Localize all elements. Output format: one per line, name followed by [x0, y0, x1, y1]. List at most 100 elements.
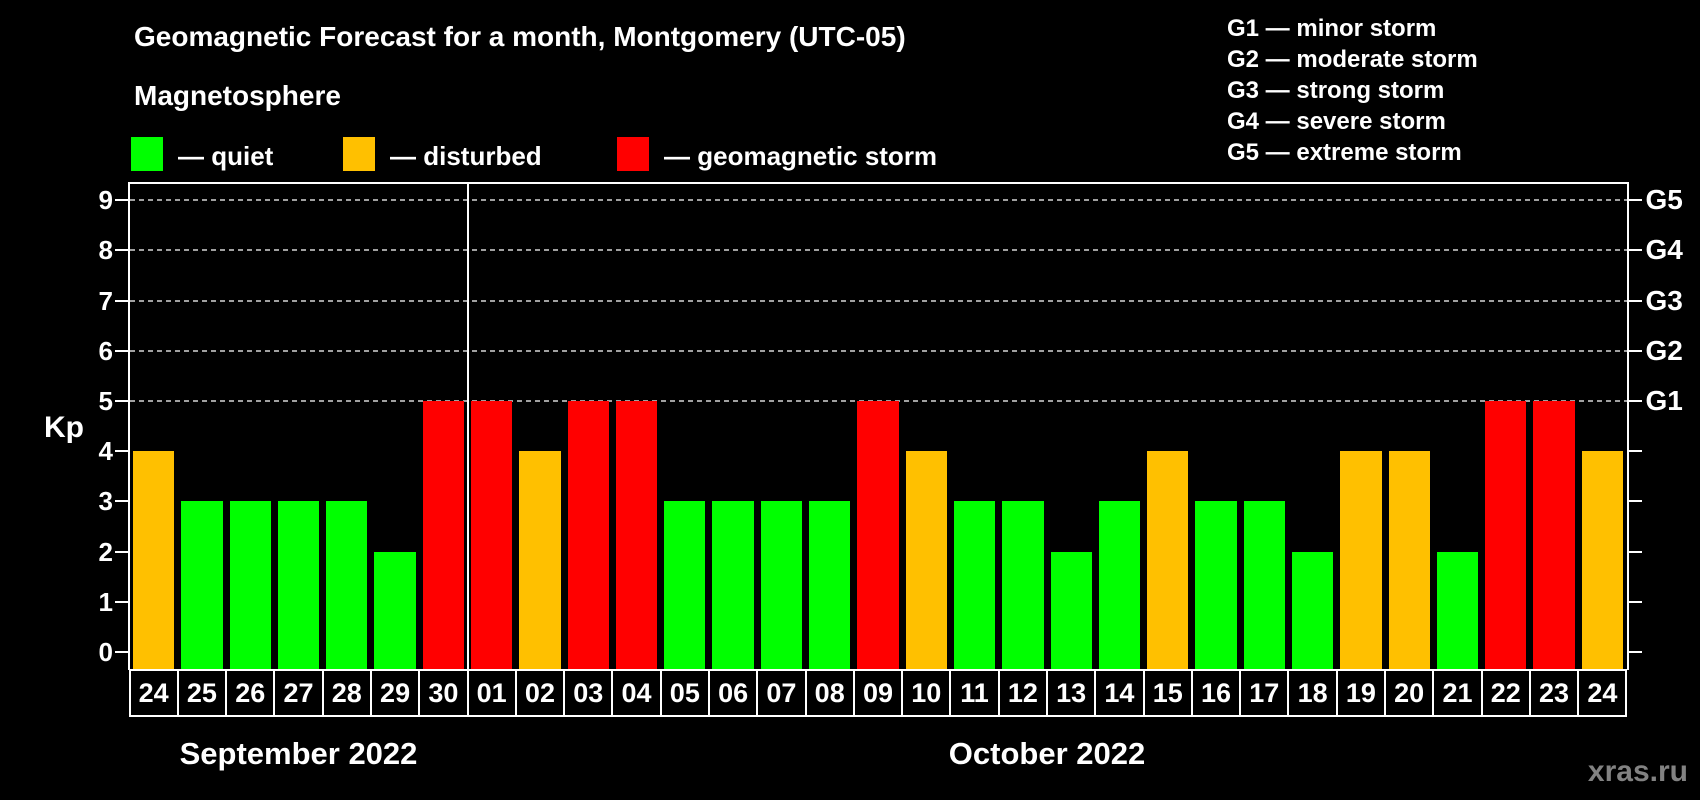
date-cell: 23 [1528, 669, 1580, 717]
date-cell: 30 [418, 669, 469, 717]
right-axis-tick [1628, 651, 1642, 653]
date-cell: 14 [1094, 669, 1145, 717]
kp-bar [1485, 401, 1527, 670]
y-tick [114, 349, 128, 352]
right-axis-tick [1628, 349, 1642, 352]
date-cell: 08 [804, 669, 855, 717]
date-cell: 29 [369, 669, 421, 717]
y-tick [114, 651, 128, 653]
month-separator-line [466, 182, 469, 670]
date-cell: 27 [273, 669, 324, 717]
storm-scale-g4: G4 — severe storm [1227, 108, 1446, 135]
kp-bar [471, 401, 513, 670]
date-cell: 24 [1577, 669, 1628, 717]
y-tick-label: 1 [98, 586, 113, 617]
y-axis-label: Kp [44, 411, 84, 444]
date-cell: 20 [1384, 669, 1435, 717]
kp-bar [1388, 451, 1430, 670]
date-cell: 18 [1287, 669, 1338, 717]
date-cell: 19 [1335, 669, 1387, 717]
date-cell: 05 [659, 669, 710, 717]
y-tick [114, 199, 128, 202]
gridline-kp7 [129, 299, 1627, 302]
kp-bar [1533, 401, 1575, 670]
kp-bar [1195, 501, 1237, 670]
kp-bar [615, 401, 658, 670]
storm-scale-g2: G2 — moderate storm [1227, 46, 1478, 73]
kp-bar [374, 551, 416, 670]
disturbed-legend-label: — disturbed [390, 141, 542, 171]
y-tick-label: 9 [98, 185, 113, 216]
kp-bar [1002, 501, 1044, 670]
y-tick [114, 500, 128, 503]
date-cell: 09 [852, 669, 904, 717]
y-tick [114, 400, 128, 402]
date-cell: 06 [707, 669, 759, 717]
right-axis-tick [1628, 450, 1642, 453]
kp-bar [1098, 501, 1141, 670]
date-cell: 13 [1046, 669, 1097, 717]
kp-bar [760, 501, 803, 670]
y-tick [114, 299, 128, 302]
kp-bar [1340, 451, 1382, 670]
y-axis-line [127, 182, 130, 670]
kp-bar [422, 401, 465, 670]
plot-top-border [127, 182, 1629, 184]
date-cell: 01 [466, 669, 517, 717]
date-cell: 04 [611, 669, 662, 717]
y-tick-label: 5 [98, 386, 113, 416]
month-label: September 2022 [179, 736, 418, 771]
date-cell: 26 [225, 669, 276, 717]
y-tick-label: 8 [98, 235, 113, 266]
storm-scale-g5: G5 — extreme storm [1227, 139, 1462, 166]
date-cell: 12 [997, 669, 1048, 717]
right-axis-tick [1628, 500, 1642, 503]
kp-bar [277, 501, 320, 670]
date-cell: 25 [176, 669, 228, 717]
kp-bar [1050, 551, 1092, 670]
date-cell: 17 [1239, 669, 1290, 717]
quiet-legend-label: — quiet [178, 141, 274, 171]
date-cell: 11 [949, 669, 1000, 717]
kp-bar [1291, 551, 1334, 670]
right-axis-tick [1628, 550, 1642, 553]
date-cell: 10 [901, 669, 952, 717]
right-axis-tick [1628, 249, 1642, 252]
kp-bar [953, 501, 996, 670]
gridline-kp9 [129, 199, 1627, 202]
watermark: xras.ru [1587, 755, 1688, 788]
kp-bar [1147, 451, 1189, 670]
g-level-label: G5 [1645, 184, 1683, 216]
kp-bar [712, 501, 754, 670]
kp-bar [809, 501, 851, 670]
storm-swatch-icon [617, 137, 649, 171]
date-cell: 16 [1190, 669, 1242, 717]
y-tick-label: 7 [98, 285, 113, 316]
y-tick [114, 550, 128, 553]
gridline-kp8 [129, 249, 1627, 252]
kp-bar [905, 451, 947, 670]
date-cell: 24 [128, 669, 179, 717]
g-level-label: G4 [1645, 234, 1683, 266]
kp-bar [1243, 501, 1285, 670]
y-tick [114, 600, 128, 603]
kp-bar [1581, 451, 1623, 670]
storm-scale-g3: G3 — strong storm [1227, 77, 1445, 104]
kp-bar [133, 451, 175, 670]
quiet-swatch-icon [131, 137, 163, 171]
kp-bar [519, 451, 561, 670]
storm-legend-label: — geomagnetic storm [664, 141, 938, 171]
kp-bar [857, 401, 899, 670]
kp-bar [1436, 551, 1479, 670]
date-cell: 02 [514, 669, 566, 717]
kp-bar [567, 401, 609, 670]
right-axis-tick [1628, 600, 1642, 603]
right-axis-tick [1628, 299, 1642, 302]
y-tick-label: 4 [98, 436, 113, 467]
kp-bar [326, 501, 368, 670]
right-axis-line [1626, 182, 1629, 670]
kp-bar [181, 501, 223, 670]
disturbed-swatch-icon [343, 137, 375, 171]
date-cell: 03 [563, 669, 614, 717]
